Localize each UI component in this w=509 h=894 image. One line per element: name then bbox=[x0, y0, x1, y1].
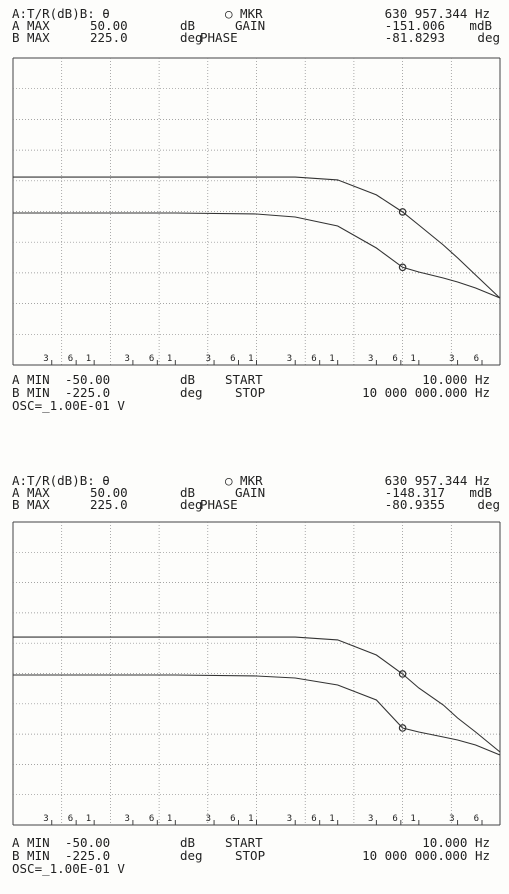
header-text: -81.8293 bbox=[385, 30, 445, 45]
x-tick-label: 6 bbox=[392, 354, 397, 364]
footer-text: STOP bbox=[235, 848, 265, 863]
header-text: deg bbox=[477, 30, 500, 45]
x-tick-label: 1 bbox=[410, 814, 415, 824]
x-tick-label: 1 bbox=[86, 814, 91, 824]
x-tick-label: 1 bbox=[329, 814, 334, 824]
header-text: -148.317 bbox=[385, 485, 445, 500]
x-tick-label: 1 bbox=[329, 354, 334, 364]
panel: A:T/R(dB)B: θ ○ MKR 630 957.344 Hz A MAX 50.… bbox=[12, 473, 501, 876]
trace bbox=[13, 674, 501, 756]
footer-text: dB bbox=[180, 835, 195, 850]
x-tick-label: 6 bbox=[474, 354, 479, 364]
x-tick-label: 3 bbox=[287, 814, 292, 824]
x-tick-label: 6 bbox=[149, 814, 154, 824]
footer-text: START bbox=[225, 835, 263, 850]
x-tick-label: 1 bbox=[410, 354, 415, 364]
header-text: 630 957.344 Hz bbox=[385, 473, 490, 488]
x-tick-label: 6 bbox=[392, 814, 397, 824]
x-tick-label: 1 bbox=[86, 354, 91, 364]
panel: A:T/R(dB)B: θ ○ MKR 630 957.344 Hz A MAX 50.… bbox=[12, 6, 501, 413]
footer-text: -50.00 bbox=[65, 835, 110, 850]
x-tick-label: 6 bbox=[311, 814, 316, 824]
header-text: mdB bbox=[469, 485, 492, 500]
x-tick-label: 6 bbox=[230, 354, 235, 364]
header-text: mdB bbox=[469, 18, 492, 33]
header-text: PHASE bbox=[200, 30, 238, 45]
footer-text: OSC=_1.00E-01 V bbox=[12, 861, 125, 876]
footer-text: B MIN bbox=[12, 385, 50, 400]
header-text: deg bbox=[477, 497, 500, 512]
x-tick-label: 1 bbox=[248, 814, 253, 824]
marker bbox=[398, 208, 407, 216]
header-text: 630 957.344 Hz bbox=[385, 6, 490, 21]
footer-text: OSC=_1.00E-01 V bbox=[12, 398, 125, 413]
footer-text: -225.0 bbox=[65, 848, 110, 863]
footer-text: 10.000 Hz bbox=[422, 835, 490, 850]
x-tick-label: 3 bbox=[43, 354, 48, 364]
footer-text: STOP bbox=[235, 385, 265, 400]
header-text: A:T/R(dB)B: θ bbox=[12, 473, 110, 488]
header-text: PHASE bbox=[200, 497, 238, 512]
marker bbox=[398, 724, 407, 732]
x-tick-label: 1 bbox=[167, 814, 172, 824]
trace bbox=[13, 636, 501, 753]
x-tick-label: 3 bbox=[449, 354, 454, 364]
x-tick-label: 3 bbox=[206, 814, 211, 824]
footer-text: -50.00 bbox=[65, 372, 110, 387]
header-text: B MAX bbox=[12, 30, 50, 45]
header-text: deg bbox=[180, 497, 203, 512]
header-text: 225.0 bbox=[90, 497, 128, 512]
header-text: -80.9355 bbox=[385, 497, 445, 512]
header-text: 50.00 bbox=[90, 18, 128, 33]
header-text: 50.00 bbox=[90, 485, 128, 500]
x-tick-label: 3 bbox=[124, 814, 129, 824]
x-tick-label: 6 bbox=[474, 814, 479, 824]
x-tick-label: 3 bbox=[124, 354, 129, 364]
header-text: dB bbox=[180, 18, 195, 33]
x-tick-label: 6 bbox=[149, 354, 154, 364]
header-text: A:T/R(dB)B: θ bbox=[12, 6, 110, 21]
x-tick-label: 3 bbox=[206, 354, 211, 364]
trace bbox=[13, 212, 501, 299]
footer-text: A MIN bbox=[12, 835, 50, 850]
x-tick-label: 6 bbox=[311, 354, 316, 364]
header-text: -151.006 bbox=[385, 18, 445, 33]
header-text: B MAX bbox=[12, 497, 50, 512]
footer-text: B MIN bbox=[12, 848, 50, 863]
x-tick-label: 1 bbox=[248, 354, 253, 364]
header-text: GAIN bbox=[235, 18, 265, 33]
header-text: ○ MKR bbox=[225, 6, 263, 21]
header-text: ○ MKR bbox=[225, 473, 263, 488]
x-tick-label: 3 bbox=[368, 814, 373, 824]
footer-text: -225.0 bbox=[65, 385, 110, 400]
footer-text: 10 000 000.000 Hz bbox=[362, 385, 490, 400]
header-text: 225.0 bbox=[90, 30, 128, 45]
marker bbox=[398, 670, 407, 678]
marker bbox=[398, 263, 407, 272]
x-tick-label: 6 bbox=[68, 354, 73, 364]
x-tick-label: 3 bbox=[449, 814, 454, 824]
x-tick-label: 6 bbox=[68, 814, 73, 824]
x-tick-label: 1 bbox=[167, 354, 172, 364]
footer-text: deg bbox=[180, 848, 203, 863]
header-text: deg bbox=[180, 30, 203, 45]
header-text: A MAX bbox=[12, 18, 50, 33]
trace bbox=[13, 176, 501, 299]
x-tick-label: 6 bbox=[230, 814, 235, 824]
header-text: A MAX bbox=[12, 485, 50, 500]
footer-text: dB bbox=[180, 372, 195, 387]
header-text: GAIN bbox=[235, 485, 265, 500]
x-tick-label: 3 bbox=[287, 354, 292, 364]
x-tick-label: 3 bbox=[368, 354, 373, 364]
footer-text: 10.000 Hz bbox=[422, 372, 490, 387]
footer-text: START bbox=[225, 372, 263, 387]
footer-text: 10 000 000.000 Hz bbox=[362, 848, 490, 863]
header-text: dB bbox=[180, 485, 195, 500]
x-tick-label: 3 bbox=[43, 814, 48, 824]
footer-text: A MIN bbox=[12, 372, 50, 387]
footer-text: deg bbox=[180, 385, 203, 400]
